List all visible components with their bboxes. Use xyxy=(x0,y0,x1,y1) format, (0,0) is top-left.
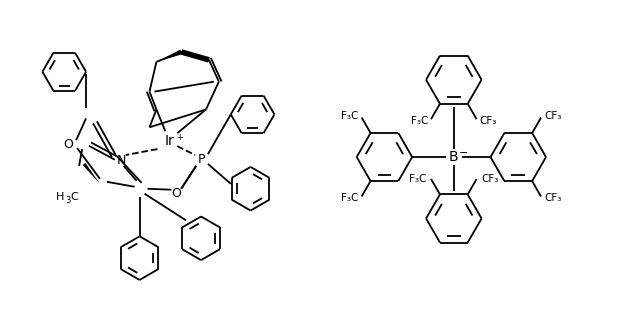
Text: O: O xyxy=(172,187,181,200)
Text: O: O xyxy=(63,137,73,151)
Text: F₃C: F₃C xyxy=(341,193,358,203)
Text: C: C xyxy=(70,192,78,202)
Text: B: B xyxy=(449,150,459,164)
Text: 3: 3 xyxy=(65,196,71,205)
Text: H: H xyxy=(56,192,64,202)
Text: F₃C: F₃C xyxy=(341,111,358,121)
Text: CF₃: CF₃ xyxy=(481,174,499,184)
Text: F₃C: F₃C xyxy=(409,174,426,184)
Text: CF₃: CF₃ xyxy=(544,111,561,121)
Text: +: + xyxy=(176,133,182,142)
Text: −: − xyxy=(459,148,468,158)
Text: P: P xyxy=(197,152,205,166)
Text: N: N xyxy=(117,154,127,167)
Polygon shape xyxy=(156,50,182,62)
Text: F₃C: F₃C xyxy=(411,116,428,126)
Text: CF₃: CF₃ xyxy=(544,193,561,203)
Polygon shape xyxy=(83,163,100,184)
Text: Ir: Ir xyxy=(164,134,174,148)
Text: CF₃: CF₃ xyxy=(479,116,497,126)
